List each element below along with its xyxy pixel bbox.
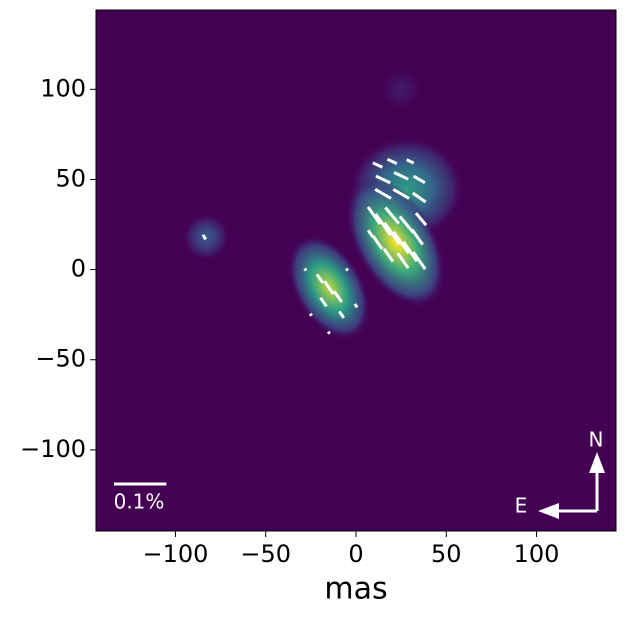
- scale-bar-label: 0.1%: [114, 490, 165, 514]
- polarization-vector: [405, 158, 415, 165]
- polarization-vector: [323, 280, 335, 295]
- polarization-vector: [332, 290, 343, 303]
- polarization-vector: [414, 212, 428, 227]
- x-tick-label: 50: [431, 540, 462, 568]
- y-tick-label: 50: [55, 164, 86, 192]
- polarization-vector: [326, 330, 331, 335]
- y-tick-label: −50: [35, 345, 86, 373]
- axes: −100 −50 0 50 100 −100 −50 0 50 100: [20, 74, 559, 568]
- polarization-vector: [398, 215, 415, 234]
- polarization-vector: [371, 235, 384, 250]
- x-tick-label: −100: [142, 540, 208, 568]
- compass-north-head: [589, 452, 605, 473]
- polarization-vector: [383, 221, 401, 246]
- polarization-vector: [319, 296, 328, 308]
- polarization-vector: [366, 229, 374, 238]
- polarization-vector: [201, 234, 207, 241]
- polarization-vector: [372, 161, 384, 169]
- compass: N E: [515, 428, 605, 519]
- y-tick-label: 0: [71, 255, 86, 283]
- polarization-vector: [411, 191, 427, 204]
- x-tick-label: 0: [348, 540, 363, 568]
- polarization-vector: [386, 157, 398, 166]
- polarization-vector: [412, 174, 426, 185]
- polarization-vector: [375, 174, 391, 185]
- polarization-vector: [382, 247, 395, 263]
- polarization-vector: [374, 212, 392, 237]
- polarization-vector: [338, 310, 346, 319]
- polarization-vector: [303, 267, 308, 272]
- image: [183, 69, 465, 341]
- y-tick-label: 100: [40, 74, 86, 102]
- polarization-vector: [353, 303, 359, 309]
- polarization-vector: [392, 188, 410, 200]
- polarization-vector: [315, 273, 325, 284]
- polarization-vector: [396, 252, 410, 269]
- compass-east-label: E: [515, 494, 528, 518]
- polarization-vector: [344, 267, 349, 272]
- intensity-blob: [380, 69, 422, 110]
- polarization-vector: [411, 251, 427, 271]
- polarization-vector: [410, 228, 424, 246]
- polarization-vector: [393, 171, 409, 181]
- x-tick-label: 100: [514, 540, 560, 568]
- intensity-blob: [183, 214, 230, 261]
- polarization-vector: [384, 206, 400, 225]
- polarization-vector: [402, 241, 419, 263]
- polarization-vector: [374, 188, 392, 200]
- polarization-vector: [392, 230, 410, 255]
- polarization-vector: [308, 312, 313, 317]
- x-axis-label: mas: [324, 572, 387, 607]
- polarization-vector: [366, 206, 382, 225]
- x-tick-label: −50: [240, 540, 291, 568]
- y-tick-label: −100: [20, 435, 86, 463]
- compass-east-head: [538, 503, 559, 519]
- compass-north-label: N: [589, 428, 604, 452]
